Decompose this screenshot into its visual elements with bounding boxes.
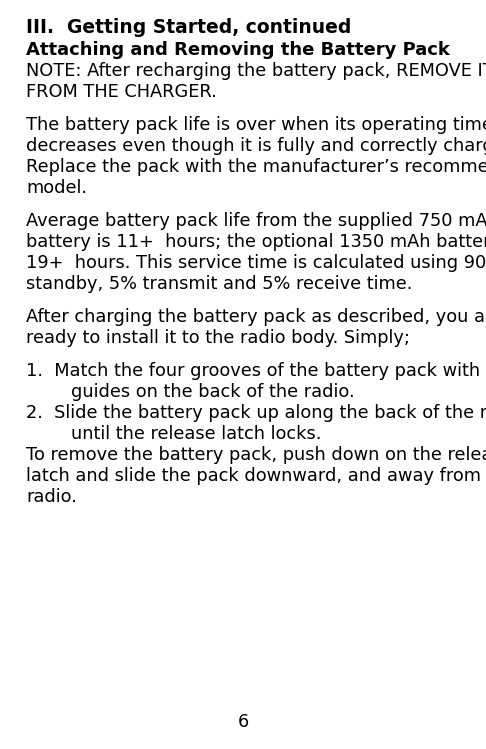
Text: FROM THE CHARGER.: FROM THE CHARGER. bbox=[26, 83, 217, 101]
Text: radio.: radio. bbox=[26, 488, 77, 506]
Text: 6: 6 bbox=[237, 713, 249, 731]
Text: 19+  hours. This service time is calculated using 90%: 19+ hours. This service time is calculat… bbox=[26, 254, 486, 272]
Text: Attaching and Removing the Battery Pack: Attaching and Removing the Battery Pack bbox=[26, 41, 450, 59]
Text: To remove the battery pack, push down on the release: To remove the battery pack, push down on… bbox=[26, 446, 486, 464]
Text: decreases even though it is fully and correctly charged.: decreases even though it is fully and co… bbox=[26, 137, 486, 155]
Text: III.  Getting Started, continued: III. Getting Started, continued bbox=[26, 18, 351, 37]
Text: NOTE: After recharging the battery pack, REMOVE IT: NOTE: After recharging the battery pack,… bbox=[26, 62, 486, 80]
Text: After charging the battery pack as described, you are: After charging the battery pack as descr… bbox=[26, 308, 486, 326]
Text: until the release latch locks.: until the release latch locks. bbox=[26, 425, 321, 443]
Text: guides on the back of the radio.: guides on the back of the radio. bbox=[26, 383, 355, 401]
Text: 2.  Slide the battery pack up along the back of the radio: 2. Slide the battery pack up along the b… bbox=[26, 404, 486, 422]
Text: battery is 11+  hours; the optional 1350 mAh battery,: battery is 11+ hours; the optional 1350 … bbox=[26, 233, 486, 251]
Text: model.: model. bbox=[26, 179, 87, 197]
Text: The battery pack life is over when its operating time: The battery pack life is over when its o… bbox=[26, 116, 486, 134]
Text: ready to install it to the radio body. Simply;: ready to install it to the radio body. S… bbox=[26, 329, 410, 347]
Text: latch and slide the pack downward, and away from the: latch and slide the pack downward, and a… bbox=[26, 467, 486, 485]
Text: Replace the pack with the manufacturer’s recommended: Replace the pack with the manufacturer’s… bbox=[26, 158, 486, 176]
Text: Average battery pack life from the supplied 750 mAh: Average battery pack life from the suppl… bbox=[26, 212, 486, 230]
Text: standby, 5% transmit and 5% receive time.: standby, 5% transmit and 5% receive time… bbox=[26, 275, 413, 293]
Text: 1.  Match the four grooves of the battery pack with the: 1. Match the four grooves of the battery… bbox=[26, 362, 486, 380]
